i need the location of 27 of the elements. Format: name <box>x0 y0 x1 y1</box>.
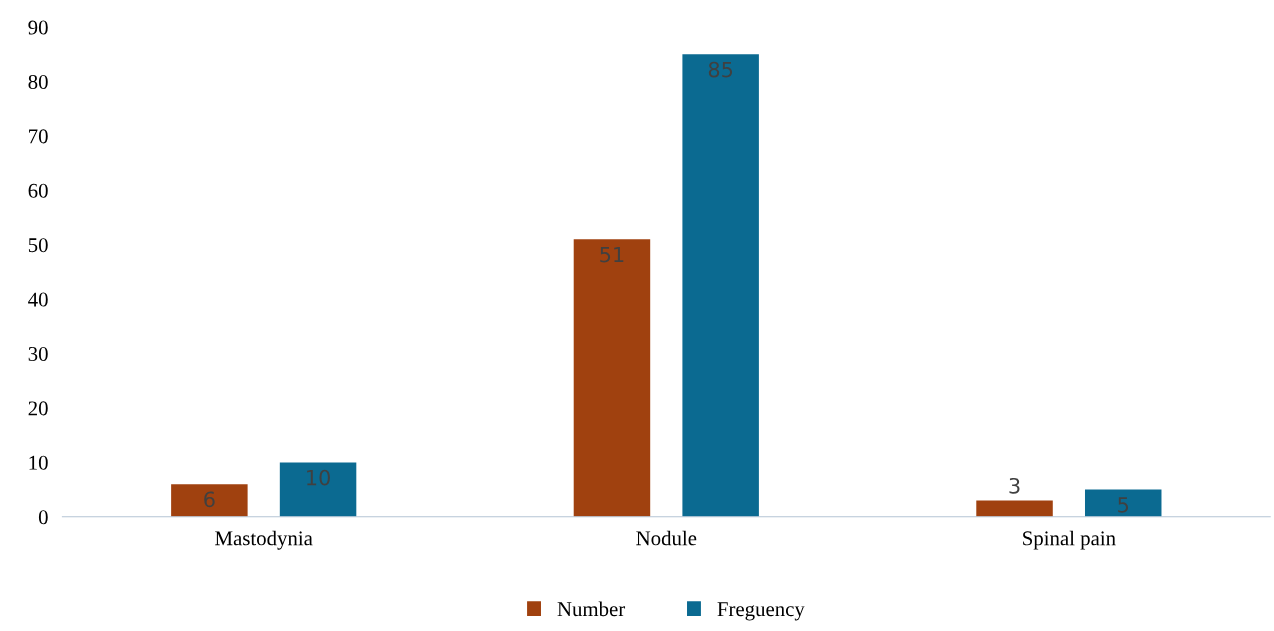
y-tick-label: 0 <box>38 510 48 525</box>
y-tick-label: 50 <box>28 238 48 253</box>
y-tick-label: 60 <box>28 183 48 198</box>
y-tick-label: 90 <box>28 20 48 35</box>
bar <box>682 54 759 517</box>
data-label: 51 <box>600 246 624 263</box>
y-tick-label: 80 <box>28 74 48 89</box>
y-tick-label: 20 <box>28 401 48 416</box>
data-label: 6 <box>204 491 215 508</box>
y-tick-label: 40 <box>28 292 48 307</box>
x-tick-label: Mastodynia <box>215 530 313 550</box>
x-tick-label: Nodule <box>636 530 697 546</box>
y-tick-label: 30 <box>28 346 48 361</box>
data-label: 5 <box>1118 497 1129 513</box>
bar <box>573 239 651 517</box>
legend-label: Freguency <box>717 602 805 621</box>
bar <box>976 500 1053 517</box>
bar <box>1084 489 1162 517</box>
data-label: 85 <box>708 61 733 78</box>
legend-label: Number <box>557 601 626 617</box>
data-label: 10 <box>307 469 330 486</box>
data-label: 3 <box>1009 477 1020 494</box>
bar <box>171 484 248 517</box>
y-tick-label: 70 <box>29 129 48 144</box>
y-tick-label: 10 <box>29 455 48 470</box>
x-tick-label: Spinal pain <box>1023 530 1116 550</box>
bar <box>279 462 357 517</box>
